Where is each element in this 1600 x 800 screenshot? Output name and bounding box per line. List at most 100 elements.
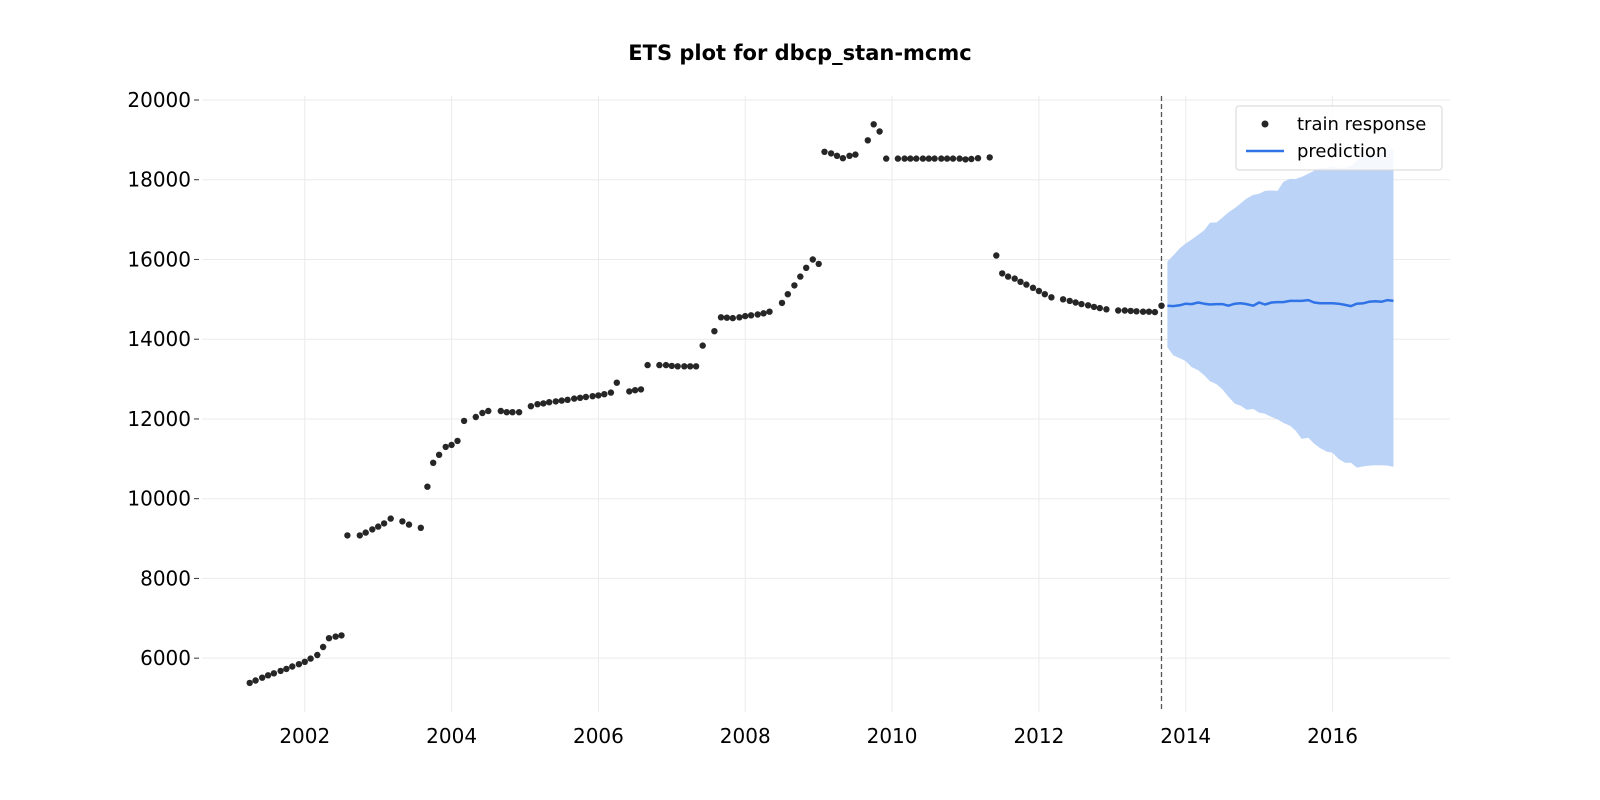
train-point (1133, 308, 1140, 315)
train-point (460, 417, 468, 425)
train-point (864, 137, 871, 144)
train-point (656, 361, 663, 369)
train-point (380, 520, 388, 527)
train-point (314, 651, 321, 659)
train-point (1059, 296, 1067, 303)
prediction-series (1167, 298, 1394, 308)
train-point (613, 379, 620, 386)
train-point (1090, 303, 1098, 311)
train-point (1078, 300, 1085, 308)
train-point (399, 518, 406, 525)
train-point (301, 658, 308, 665)
train-point (1121, 307, 1129, 314)
train-point (424, 483, 431, 490)
train-response-series (246, 121, 1165, 687)
train-point (571, 395, 578, 402)
train-point (1072, 299, 1079, 306)
train-point (509, 409, 516, 416)
train-point (931, 155, 938, 162)
train-point (1115, 307, 1122, 314)
train-point (668, 362, 675, 370)
y-axis-ticks: 6000 8000 10000 12000 14000 16000 18000 20000 (127, 88, 199, 670)
train-point (417, 524, 424, 531)
train-point (442, 443, 449, 451)
x-axis-ticks: 2002 2004 2006 2008 2010 2012 2014 2016 (279, 724, 1358, 748)
train-point (778, 299, 786, 307)
x-tick-label: 2006 (573, 724, 624, 748)
train-point (1048, 294, 1055, 301)
prediction-interval-band (1167, 149, 1394, 468)
train-point (742, 312, 749, 320)
train-point (791, 282, 798, 289)
train-point (283, 665, 290, 673)
train-point (1029, 284, 1037, 291)
train-point (833, 152, 841, 159)
train-point (607, 389, 615, 396)
x-tick-label: 2010 (867, 724, 918, 748)
train-point (448, 441, 455, 449)
train-point (913, 155, 920, 162)
train-point (595, 392, 602, 399)
x-tick-label: 2014 (1160, 724, 1211, 748)
train-point (974, 155, 982, 162)
train-point (993, 252, 1000, 259)
train-point (589, 393, 596, 400)
train-point (809, 256, 816, 263)
train-point (558, 397, 565, 404)
train-point (839, 155, 847, 162)
train-point (485, 407, 492, 415)
train-point (1066, 297, 1073, 305)
train-point (369, 526, 376, 533)
train-point (319, 643, 327, 651)
y-tick-label: 10000 (127, 487, 191, 511)
train-point (430, 459, 437, 466)
train-point (747, 312, 755, 319)
train-point (362, 529, 369, 536)
train-point (949, 155, 957, 162)
train-point (270, 670, 278, 677)
train-point (472, 413, 479, 421)
x-tick-label: 2008 (720, 724, 771, 748)
train-point (252, 677, 259, 684)
train-point (852, 151, 859, 158)
train-point (454, 437, 461, 445)
train-point (435, 451, 443, 458)
train-point (1096, 304, 1104, 312)
legend-box (1235, 105, 1443, 171)
train-point (1035, 287, 1043, 295)
prediction-band-area (1167, 149, 1394, 468)
legend: train response prediction (1235, 105, 1443, 171)
train-point (803, 264, 810, 271)
train-point (717, 314, 725, 321)
train-point (479, 409, 486, 417)
x-tick-label: 2016 (1307, 724, 1358, 748)
train-point (729, 314, 736, 322)
train-point (999, 270, 1006, 277)
train-point (264, 672, 272, 679)
train-point (821, 148, 828, 155)
train-point (637, 386, 645, 393)
train-point (754, 311, 761, 318)
x-tick-label: 2012 (1013, 724, 1064, 748)
train-point (1145, 308, 1153, 315)
train-point (956, 155, 963, 162)
train-point (644, 361, 651, 369)
train-point (1041, 291, 1049, 298)
train-point (699, 342, 706, 349)
train-point (736, 314, 743, 321)
train-point (546, 399, 553, 406)
train-point (876, 128, 883, 135)
x-tick-label: 2002 (279, 724, 330, 748)
train-point (626, 388, 633, 395)
train-point (846, 152, 853, 159)
train-point (582, 393, 590, 401)
train-point (601, 391, 608, 398)
train-point (387, 515, 394, 522)
x-tick-label: 2004 (426, 724, 477, 748)
train-point (1084, 302, 1092, 309)
train-point (766, 308, 773, 315)
train-point (289, 663, 296, 670)
train-point (540, 400, 547, 407)
train-point (503, 409, 510, 416)
train-point (1127, 307, 1134, 315)
